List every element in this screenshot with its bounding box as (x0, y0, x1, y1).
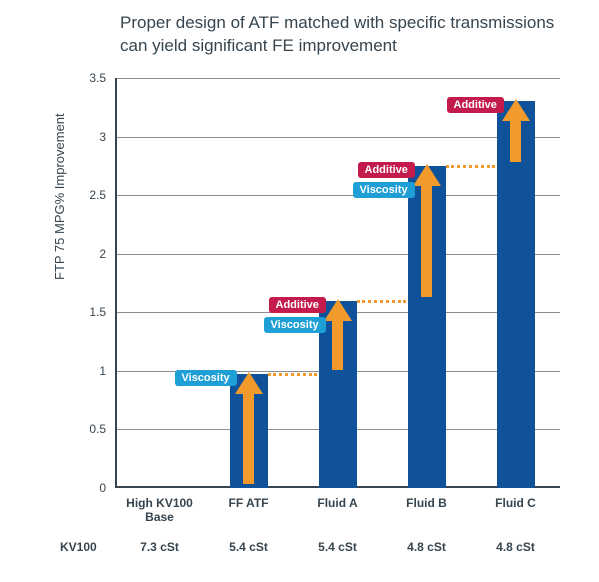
y-tick-label: 3.5 (76, 71, 106, 85)
additive-tag: Additive (447, 97, 504, 113)
kv100-value: 4.8 cSt (382, 540, 471, 554)
x-category-label: Fluid A (293, 496, 382, 510)
arrow-head-icon (324, 299, 352, 321)
y-tick-label: 2.5 (76, 188, 106, 202)
viscosity-tag: Viscosity (264, 317, 326, 333)
y-tick-label: 0.5 (76, 422, 106, 436)
y-tick-label: 0 (76, 481, 106, 495)
y-tick-label: 2 (76, 247, 106, 261)
kv100-value: 4.8 cSt (471, 540, 560, 554)
viscosity-tag: Viscosity (353, 182, 415, 198)
x-category-label: FF ATF (204, 496, 293, 510)
dashed-connector (268, 373, 317, 376)
y-axis-label: FTP 75 MPG% Improvement (52, 113, 67, 280)
y-tick-label: 1.5 (76, 305, 106, 319)
kv100-row-label: KV100 (60, 540, 97, 554)
arrow-head-icon (502, 99, 530, 121)
x-category-label: High KV100 Base (115, 496, 204, 525)
arrow-shaft (243, 392, 254, 484)
additive-tag: Additive (269, 297, 326, 313)
y-tick-label: 3 (76, 130, 106, 144)
x-category-label: Fluid B (382, 496, 471, 510)
kv100-value: 5.4 cSt (204, 540, 293, 554)
arrow-shaft (332, 319, 343, 371)
dashed-connector (446, 165, 495, 168)
chart-title: Proper design of ATF matched with specif… (120, 12, 560, 58)
kv100-value: 5.4 cSt (293, 540, 382, 554)
x-category-label: Fluid C (471, 496, 560, 510)
y-tick-label: 1 (76, 364, 106, 378)
arrow-shaft (421, 184, 432, 297)
arrow-head-icon (413, 164, 441, 186)
kv100-value: 7.3 cSt (115, 540, 204, 554)
additive-tag: Additive (358, 162, 415, 178)
arrow-shaft (510, 119, 521, 161)
arrow-head-icon (235, 372, 263, 394)
viscosity-tag: Viscosity (175, 370, 237, 386)
dashed-connector (357, 300, 406, 303)
